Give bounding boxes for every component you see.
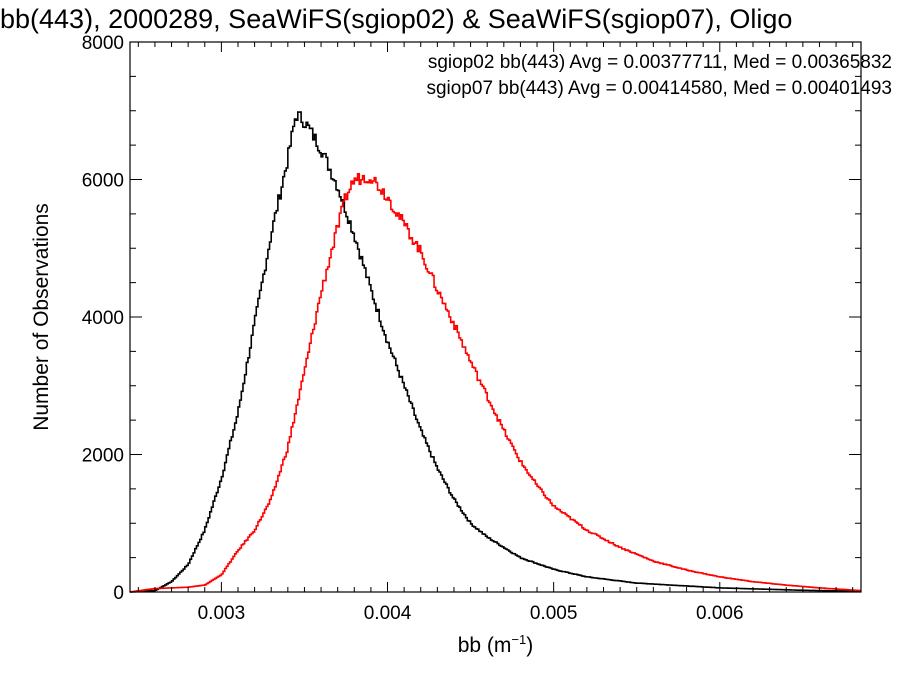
x-tick-label: 0.003 xyxy=(198,603,246,624)
x-tick-label: 0.005 xyxy=(530,603,578,624)
plot-frame xyxy=(129,41,862,593)
histogram-series-0 xyxy=(130,111,861,593)
y-tick-label: 6000 xyxy=(82,171,124,192)
series-annotation-sgiop07: sgiop07 bb(443) Avg = 0.00414580, Med = … xyxy=(426,78,892,99)
y-axis-label: Number of Observations xyxy=(30,203,53,431)
y-tick-label: 8000 xyxy=(82,33,124,54)
series-layer xyxy=(130,111,861,593)
histogram-series-1 xyxy=(130,173,861,593)
x-tick-label: 0.004 xyxy=(364,603,412,624)
x-axis-label-base: bb (m xyxy=(458,634,512,657)
x-axis-label-superscript: −1 xyxy=(511,632,526,647)
series-annotation-sgiop02: sgiop02 bb(443) Avg = 0.00377711, Med = … xyxy=(428,52,892,73)
axis-ticks: 0.003 0.004 0.005 0.006 0 2000 4000 6000 8000 xyxy=(82,33,861,624)
y-tick-label: 4000 xyxy=(82,308,124,329)
x-axis-label-close: ) xyxy=(526,634,533,657)
chart-title: bb(443), 2000289, SeaWiFS(sgiop02) & Sea… xyxy=(0,4,792,34)
y-tick-label: 2000 xyxy=(82,446,124,467)
x-axis-label: bb (m−1) xyxy=(458,632,534,657)
x-tick-label: 0.006 xyxy=(696,603,744,624)
plot-area: 0.003 0.004 0.005 0.006 0 2000 4000 6000 8000 xyxy=(82,33,862,624)
y-tick-label: 0 xyxy=(113,583,124,604)
